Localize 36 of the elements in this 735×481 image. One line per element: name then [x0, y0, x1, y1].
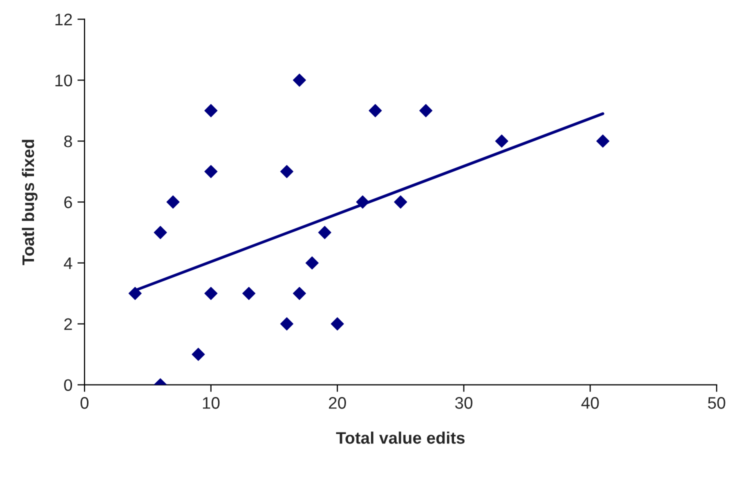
x-tick-label: 20 — [328, 397, 346, 409]
y-tick-label: 6 — [64, 196, 72, 208]
y-tick-label: 0 — [64, 379, 72, 392]
y-axis-title: Toatl bugs fixed — [22, 140, 38, 266]
point — [330, 317, 344, 330]
point — [280, 164, 294, 178]
y-tick-label: 4 — [64, 258, 72, 269]
point — [394, 195, 408, 209]
point — [368, 104, 382, 118]
point — [280, 317, 294, 330]
point — [204, 104, 218, 118]
y-tick-label: 12 — [55, 14, 72, 26]
point — [596, 134, 610, 148]
x-tick-label: 30 — [455, 397, 472, 409]
point — [192, 348, 205, 361]
point — [154, 226, 167, 240]
x-tick-label: 0 — [80, 397, 89, 409]
point — [318, 226, 332, 240]
point — [204, 164, 218, 178]
y-tick-label: 8 — [64, 135, 72, 148]
x-tick-label: 50 — [708, 397, 726, 409]
y-tick-label: 2 — [64, 318, 72, 330]
x-axis-title: Total value edits — [336, 432, 465, 444]
point — [419, 104, 432, 118]
point — [306, 256, 319, 270]
point — [292, 74, 306, 87]
y-tick-label: 10 — [55, 74, 72, 86]
x-tick-label: 40 — [581, 397, 599, 409]
point — [204, 286, 218, 300]
point — [292, 286, 306, 300]
point — [242, 286, 256, 300]
point — [495, 134, 508, 148]
point — [356, 195, 370, 209]
point — [166, 195, 180, 209]
point — [128, 286, 142, 300]
x-tick-label: 10 — [202, 397, 220, 409]
